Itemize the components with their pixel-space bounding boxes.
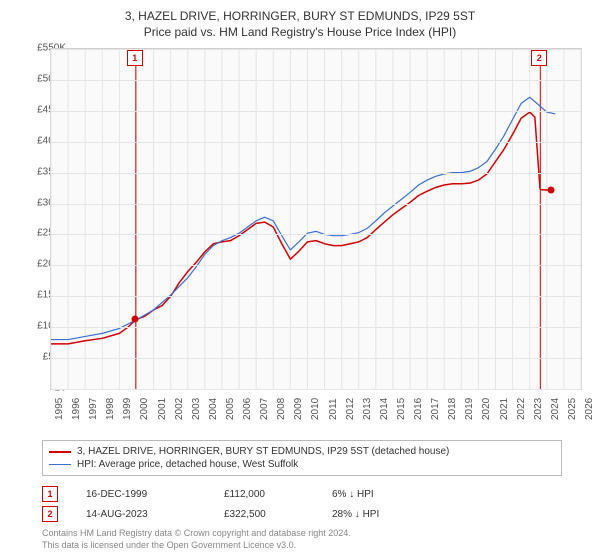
x-tick-label: 2026	[584, 398, 595, 420]
x-tick-label: 2008	[276, 398, 287, 420]
transaction-marker-icon: 2	[42, 506, 58, 522]
chart-container: 3, HAZEL DRIVE, HORRINGER, BURY ST EDMUN…	[0, 0, 600, 560]
x-tick-label: 1997	[88, 398, 99, 420]
data-point-dot-icon	[131, 315, 138, 322]
footer-line-2: This data is licensed under the Open Gov…	[42, 540, 562, 552]
x-tick-label: 2007	[259, 398, 270, 420]
x-tick-label: 2014	[379, 398, 390, 420]
x-tick-label: 2016	[413, 398, 424, 420]
x-tick-label: 2009	[293, 398, 304, 420]
chart-marker-icon: 2	[531, 50, 547, 66]
legend-label: 3, HAZEL DRIVE, HORRINGER, BURY ST EDMUN…	[77, 446, 449, 457]
transaction-table: 1 16-DEC-1999 £112,000 6% ↓ HPI 2 14-AUG…	[42, 484, 562, 524]
data-point-dot-icon	[547, 187, 554, 194]
y-gridline	[51, 389, 581, 390]
y-gridline	[51, 265, 581, 266]
y-gridline	[51, 80, 581, 81]
transaction-price: £112,000	[224, 489, 304, 500]
y-gridline	[51, 296, 581, 297]
legend-row: HPI: Average price, detached house, West…	[49, 458, 555, 471]
x-tick-label: 2004	[208, 398, 219, 420]
x-tick-label: 1995	[54, 398, 65, 420]
x-tick-label: 2018	[447, 398, 458, 420]
transaction-row: 2 14-AUG-2023 £322,500 28% ↓ HPI	[42, 504, 562, 524]
y-gridline	[51, 358, 581, 359]
x-tick-label: 2003	[191, 398, 202, 420]
title-line-2: Price paid vs. HM Land Registry's House …	[0, 24, 600, 40]
x-tick-label: 2006	[242, 398, 253, 420]
x-tick-label: 2015	[396, 398, 407, 420]
x-tick-label: 1999	[122, 398, 133, 420]
chart-marker-icon: 1	[127, 50, 143, 66]
x-tick-label: 2010	[310, 398, 321, 420]
legend-swatch	[49, 451, 71, 453]
transaction-price: £322,500	[224, 509, 304, 520]
x-tick-label: 1998	[105, 398, 116, 420]
x-tick-label: 2022	[516, 398, 527, 420]
x-tick-label: 2011	[328, 398, 339, 420]
x-tick-label: 2025	[567, 398, 578, 420]
y-gridline	[51, 204, 581, 205]
y-gridline	[51, 142, 581, 143]
transaction-diff: 28% ↓ HPI	[332, 509, 422, 520]
x-tick-label: 2005	[225, 398, 236, 420]
x-tick-label: 2012	[345, 398, 356, 420]
y-gridline	[51, 111, 581, 112]
x-tick-label: 2019	[464, 398, 475, 420]
x-tick-label: 1996	[71, 398, 82, 420]
footer-line-1: Contains HM Land Registry data © Crown c…	[42, 528, 562, 540]
y-gridline	[51, 234, 581, 235]
legend-box: 3, HAZEL DRIVE, HORRINGER, BURY ST EDMUN…	[42, 440, 562, 476]
transaction-diff: 6% ↓ HPI	[332, 489, 422, 500]
legend-swatch	[49, 464, 71, 465]
legend-row: 3, HAZEL DRIVE, HORRINGER, BURY ST EDMUN…	[49, 445, 555, 458]
x-tick-label: 2000	[139, 398, 150, 420]
transaction-row: 1 16-DEC-1999 £112,000 6% ↓ HPI	[42, 484, 562, 504]
title-block: 3, HAZEL DRIVE, HORRINGER, BURY ST EDMUN…	[0, 0, 600, 40]
footer: Contains HM Land Registry data © Crown c…	[42, 528, 562, 551]
legend-label: HPI: Average price, detached house, West…	[77, 459, 298, 470]
x-tick-label: 2021	[499, 398, 510, 420]
x-tick-label: 2020	[481, 398, 492, 420]
y-gridline	[51, 173, 581, 174]
x-tick-label: 2017	[430, 398, 441, 420]
chart-plot-area	[50, 48, 582, 390]
title-line-1: 3, HAZEL DRIVE, HORRINGER, BURY ST EDMUN…	[0, 8, 600, 24]
x-tick-label: 2024	[550, 398, 561, 420]
x-tick-label: 2002	[174, 398, 185, 420]
transaction-date: 14-AUG-2023	[86, 509, 196, 520]
x-tick-label: 2023	[533, 398, 544, 420]
y-gridline	[51, 327, 581, 328]
transaction-marker-icon: 1	[42, 486, 58, 502]
chart-svg	[51, 49, 581, 389]
transaction-date: 16-DEC-1999	[86, 489, 196, 500]
x-tick-label: 2001	[157, 398, 168, 420]
x-tick-label: 2013	[362, 398, 373, 420]
